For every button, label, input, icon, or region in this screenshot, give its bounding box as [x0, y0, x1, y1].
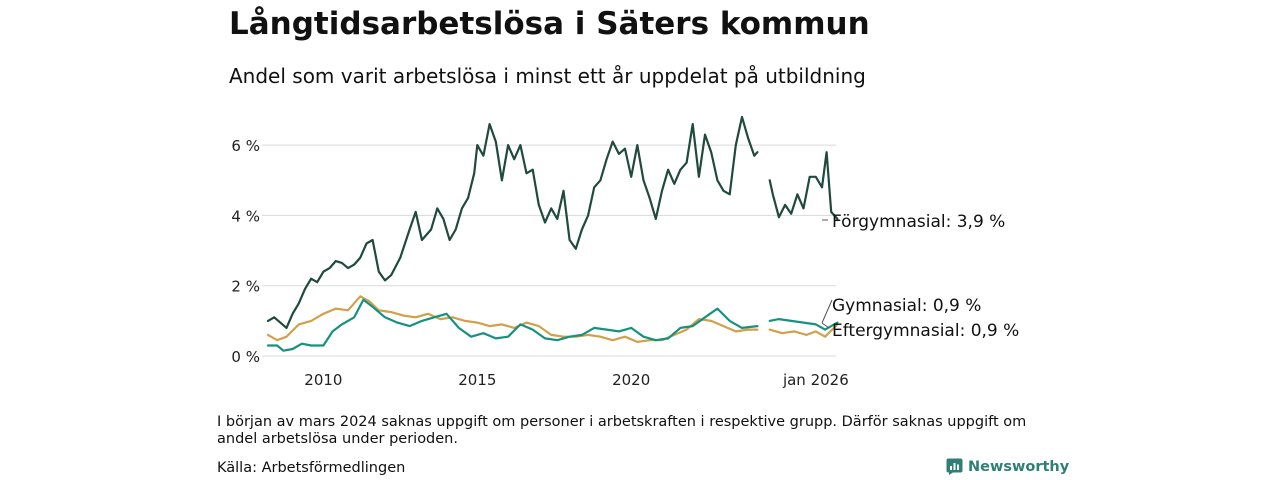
brand-name: Newsworthy [968, 458, 1070, 475]
series-lines [266, 115, 839, 352]
y-tick-label: 2 % [231, 278, 260, 296]
end-label-gymnasial: Gymnasial: 0,9 % [832, 296, 981, 316]
y-axis-ticks: 0 % 2 % 4 % 6 % [231, 137, 260, 366]
x-tick-label: 2010 [304, 371, 342, 389]
series-line-gymnasial [266, 295, 839, 343]
grid-lines [262, 144, 836, 357]
y-tick-label: 4 % [231, 207, 260, 225]
series-end-labels: Förgymnasial: 3,9 % Gymnasial: 0,9 % Efter… [821, 212, 1019, 341]
newsworthy-logo[interactable]: Newsworthy [946, 458, 1069, 475]
y-tick-label: 0 % [231, 348, 260, 366]
x-tick-label: jan 2026 [782, 371, 849, 389]
end-label-eftergymnasial: Eftergymnasial: 0,9 % [832, 321, 1019, 341]
source-text: Källa: Arbetsförmedlingen [217, 460, 406, 476]
series-line-eftergymnasial [266, 298, 839, 352]
y-tick-label: 6 % [231, 137, 260, 155]
end-label-connector [821, 322, 830, 329]
newsworthy-logo-icon [946, 458, 963, 475]
x-tick-label: 2020 [612, 371, 650, 389]
series-line-förgymnasial [266, 115, 839, 329]
x-axis-ticks: 2010 2015 2020 jan 2026 [304, 371, 848, 389]
end-label-förgymnasial: Förgymnasial: 3,9 % [832, 212, 1005, 232]
chart-title: Långtidsarbetslösa i Säters kommun [229, 6, 870, 42]
x-tick-label: 2015 [458, 371, 496, 389]
line-chart: 0 % 2 % 4 % 6 % 2010 2015 2020 jan 2026 Förgym… [231, 115, 1019, 389]
chart-subtitle: Andel som varit arbetslösa i minst ett å… [229, 64, 866, 88]
end-label-connector [821, 299, 833, 324]
footnote: I början av mars 2024 saknas uppgift om … [217, 414, 1027, 447]
